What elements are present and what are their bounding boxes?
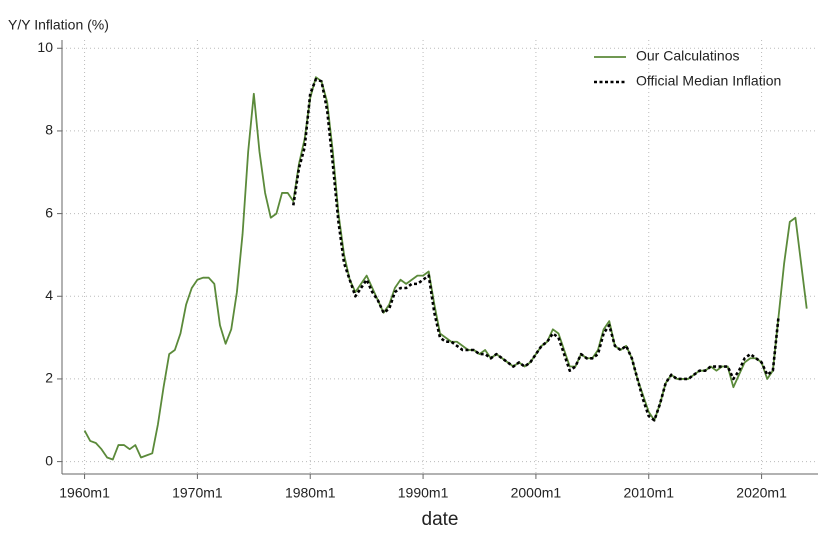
x-tick-label: 1970m1 (172, 485, 223, 501)
y-axis-label: Y/Y Inflation (%) (8, 17, 109, 33)
legend-label: Our Calculatinos (636, 48, 740, 64)
y-tick-label: 0 (45, 452, 53, 468)
x-tick-label: 2020m1 (736, 485, 787, 501)
x-tick-label: 1960m1 (59, 485, 110, 501)
x-tick-label: 1980m1 (285, 485, 336, 501)
x-axis-label: date (422, 509, 459, 530)
line-series (83, 76, 808, 461)
y-tick-label: 8 (45, 122, 53, 138)
y-tick-label: 10 (37, 39, 53, 55)
x-tick-label: 1990m1 (398, 485, 449, 501)
x-tick-label: 2000m1 (511, 485, 562, 501)
y-tick-label: 2 (45, 370, 53, 386)
x-tick-label: 2010m1 (623, 485, 674, 501)
line-series (292, 77, 780, 422)
y-tick-label: 4 (45, 287, 53, 303)
y-tick-label: 6 (45, 204, 53, 220)
legend-label: Official Median Inflation (636, 73, 781, 89)
